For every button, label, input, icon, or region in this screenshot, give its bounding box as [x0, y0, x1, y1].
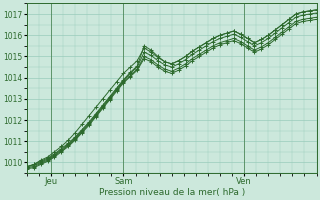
X-axis label: Pression niveau de la mer( hPa ): Pression niveau de la mer( hPa )	[99, 188, 245, 197]
